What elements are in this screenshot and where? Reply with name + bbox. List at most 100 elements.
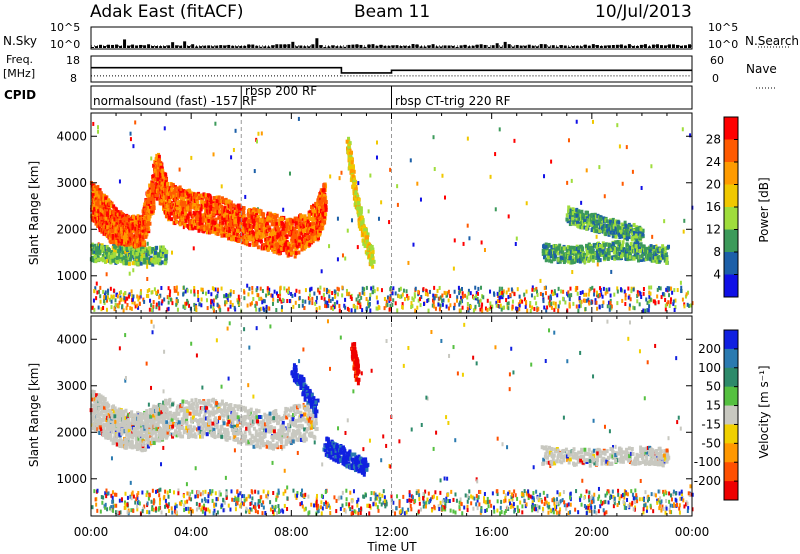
echo-cell <box>432 300 435 305</box>
echo-cell <box>432 135 435 140</box>
echo-cell <box>401 302 404 307</box>
noise-sky-bar <box>211 46 215 48</box>
echo-cell <box>609 300 612 305</box>
echo-cell <box>175 206 179 211</box>
echo-cell <box>518 303 521 308</box>
echo-cell <box>358 292 361 297</box>
echo-cell <box>138 301 141 306</box>
echo-cell <box>99 257 103 262</box>
echo-cell <box>598 286 601 291</box>
echo-cell <box>150 303 153 308</box>
echo-cell <box>138 223 142 228</box>
echo-cell <box>193 225 197 230</box>
echo-cell <box>435 293 438 298</box>
echo-cell <box>367 209 370 214</box>
echo-cell <box>131 214 135 219</box>
echo-cell <box>445 291 448 296</box>
echo-cell <box>232 147 235 152</box>
echo-cell <box>113 216 117 221</box>
echo-cell <box>92 204 96 209</box>
nsearch-tick-high: 10^5 <box>708 21 738 34</box>
echo-cell <box>242 214 246 219</box>
echo-cell <box>505 290 508 295</box>
noise-sky-bar <box>403 45 407 48</box>
echo-cell <box>117 230 121 235</box>
echo-cell <box>188 221 192 226</box>
echo-cell <box>650 164 653 169</box>
echo-cell <box>104 252 108 257</box>
echo-cell <box>194 198 198 203</box>
echo-cell <box>568 293 571 298</box>
echo-cell <box>237 300 240 305</box>
echo-cell <box>95 212 99 217</box>
echo-cell <box>163 261 167 266</box>
echo-cell <box>156 172 160 177</box>
echo-cell <box>147 189 151 194</box>
noise-sky-bar <box>267 46 271 48</box>
echo-cell <box>359 304 362 309</box>
echo-cell <box>271 301 274 306</box>
echo-cell <box>177 291 180 296</box>
echo-cell <box>294 251 298 256</box>
echo-cell <box>311 229 315 234</box>
echo-cell <box>119 297 122 302</box>
echo-cell <box>545 308 548 313</box>
echo-cell <box>595 300 598 305</box>
echo-cell <box>505 298 508 303</box>
echo-cell <box>166 203 170 208</box>
echo-cell <box>272 297 275 302</box>
echo-cell <box>212 212 216 217</box>
echo-cell <box>124 299 127 304</box>
echo-cell <box>298 289 301 294</box>
echo-cell <box>632 287 635 292</box>
echo-cell <box>458 291 461 296</box>
echo-cell <box>689 303 692 308</box>
echo-cell <box>480 240 483 245</box>
echo-cell <box>347 307 350 312</box>
echo-cell <box>594 298 597 303</box>
echo-cell <box>101 225 105 230</box>
echo-cell <box>276 228 280 233</box>
echo-cell <box>351 218 354 223</box>
echo-cell <box>102 305 105 310</box>
noise-sky-bar <box>323 46 327 48</box>
noise-sky-bar <box>291 41 295 48</box>
echo-cell <box>175 288 178 293</box>
echo-cell <box>124 254 128 259</box>
echo-cell <box>426 292 429 297</box>
echo-cell <box>271 219 275 224</box>
echo-cell <box>200 193 204 198</box>
echo-cell <box>212 207 216 212</box>
echo-cell <box>154 254 158 259</box>
echo-cell <box>348 291 351 296</box>
echo-cell <box>392 298 395 303</box>
echo-cell <box>104 290 107 295</box>
echo-cell <box>198 217 202 222</box>
echo-cell <box>498 304 501 309</box>
echo-cell <box>349 294 352 299</box>
echo-cell <box>667 300 670 305</box>
noise-sky-bar <box>95 46 99 48</box>
echo-cell <box>683 304 686 309</box>
echo-cell <box>242 211 246 216</box>
echo-cell <box>256 218 260 223</box>
echo-cell <box>151 182 155 187</box>
echo-cell <box>176 307 179 312</box>
noise-sky-bar <box>295 46 299 48</box>
echo-cell <box>323 287 326 292</box>
echo-cell <box>542 299 545 304</box>
echo-cell <box>286 246 290 251</box>
echo-cell <box>137 305 140 310</box>
echo-cell <box>290 225 294 230</box>
echo-cell <box>200 303 203 308</box>
echo-cell <box>147 251 151 256</box>
echo-cell <box>136 248 140 253</box>
echo-cell <box>268 287 271 292</box>
echo-cell <box>113 251 117 256</box>
echo-cell <box>151 200 155 205</box>
echo-cell <box>583 298 586 303</box>
echo-cell <box>217 287 220 292</box>
echo-cell <box>129 137 132 142</box>
echo-cell <box>428 289 431 294</box>
echo-cell <box>99 248 103 253</box>
